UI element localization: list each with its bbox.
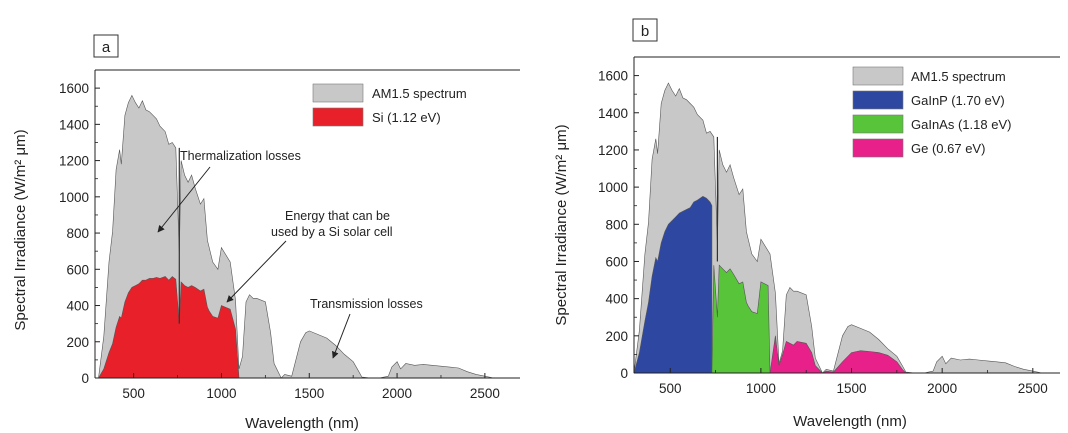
panel-a-label: a	[102, 39, 111, 56]
panel-a-y-tick-label: 200	[66, 335, 89, 350]
panel-b-y-tick-label: 400	[605, 292, 628, 307]
panel-b-legend-label-gainp: GaInP (1.70 eV)	[911, 93, 1005, 108]
panel-b-y-tick-label: 1600	[598, 69, 628, 84]
panel-a-x-tick-label: 1000	[206, 386, 236, 401]
panel-b-legend-label-ge: Ge (0.67 eV)	[911, 141, 985, 156]
panel-a-y-tick-label: 1600	[59, 81, 89, 96]
panel-b-series-gainas	[711, 264, 771, 374]
panel-b-x-tick-label: 1500	[837, 381, 867, 396]
panel-a-label-box	[93, 34, 119, 58]
panel-a-legend-swatch-spectrum	[312, 83, 364, 103]
panel-a-x-tick-label: 500	[122, 386, 145, 401]
panel-a-y-tick-label: 800	[66, 226, 89, 241]
panel-a-y-tick-label: 400	[66, 299, 89, 314]
panel-b-legend-label-gainas: GaInAs (1.18 eV)	[911, 117, 1011, 132]
panel-b-series-gainp	[633, 196, 713, 374]
panel-a-legend: AM1.5 spectrum Si (1.12 eV)	[312, 83, 467, 127]
panel-a-legend-swatch-si	[312, 107, 364, 127]
panel-b: b 0 200 400 600 800 1000 1200 1400 1600 500 1000 15…	[553, 18, 1060, 430]
annotation-energy-line1: Energy that can be	[285, 209, 390, 223]
panel-b-legend-swatch-ge	[852, 138, 904, 158]
panel-a-x-axis-title: Wavelength (nm)	[245, 415, 359, 432]
panel-b-plot-area	[633, 82, 1042, 374]
panel-a-axes: 0 200 400 600 800 1000 1200 1400 1600 500 1000 1500…	[59, 69, 520, 401]
panel-a-y-tick-label: 1400	[59, 117, 89, 132]
panel-b-x-tick-label: 2500	[1018, 381, 1048, 396]
panel-b-axes: 0 200 400 600 800 1000 1200 1400 1600 500 1000 1500…	[598, 56, 1060, 396]
annotation-thermalization: Thermalization losses	[180, 149, 301, 163]
panel-b-label: b	[641, 23, 649, 40]
panel-b-x-tick-label: 1000	[746, 381, 776, 396]
annotation-transmission: Transmission losses	[310, 297, 423, 311]
annotation-transmission-arrow	[332, 313, 351, 359]
panel-b-x-tick-label: 500	[659, 381, 682, 396]
panel-b-y-tick-label: 1400	[598, 106, 628, 121]
panel-b-y-tick-label: 800	[605, 217, 628, 232]
panel-b-y-tick-label: 1200	[598, 143, 628, 158]
panel-a-series-si	[97, 276, 240, 379]
annotation-energy-arrow	[226, 240, 287, 303]
panel-a-plot-area	[97, 94, 494, 379]
panel-b-legend-swatch-gainp	[852, 90, 904, 110]
annotation-thermalization-arrow	[157, 166, 211, 233]
panel-b-y-tick-label: 0	[620, 366, 628, 381]
panel-a-x-tick-label: 2000	[382, 386, 412, 401]
panel-b-x-axis-title: Wavelength (nm)	[793, 413, 907, 430]
panel-b-y-tick-label: 600	[605, 254, 628, 269]
panel-b-y-axis-title: Spectral Irradiance (W/m² μm)	[553, 124, 570, 325]
panel-b-label-box	[632, 18, 658, 42]
panel-b-x-tick-label: 2000	[927, 381, 957, 396]
panel-a-y-tick-label: 0	[81, 371, 89, 386]
panel-a-legend-label-si: Si (1.12 eV)	[372, 110, 441, 125]
panel-a-x-tick-label: 2500	[470, 386, 500, 401]
panel-a-y-tick-label: 1200	[59, 154, 89, 169]
panel-a-legend-label-spectrum: AM1.5 spectrum	[372, 86, 467, 101]
panel-b-y-tick-label: 1000	[598, 180, 628, 195]
panel-b-y-tick-label: 200	[605, 329, 628, 344]
panel-a-y-axis-title: Spectral Irradiance (W/m² μm)	[12, 129, 29, 330]
panel-a-x-tick-label: 1500	[294, 386, 324, 401]
panel-b-legend-label-spectrum: AM1.5 spectrum	[911, 69, 1006, 84]
panel-a: a 0 200 400 600 800 1000 1200 1400 1600 500 1000 15…	[12, 34, 520, 432]
annotation-energy-line2: used by a Si solar cell	[271, 225, 393, 239]
panel-b-legend-swatch-gainas	[852, 114, 904, 134]
panel-a-y-tick-label: 1000	[59, 190, 89, 205]
panel-b-series-ge	[769, 335, 907, 374]
panel-a-y-tick-label: 600	[66, 262, 89, 277]
panel-b-legend: AM1.5 spectrum GaInP (1.70 eV) GaInAs (1…	[852, 66, 1011, 158]
panel-a-annotations: Thermalization losses Energy that can be…	[157, 149, 423, 359]
panel-b-legend-swatch-spectrum	[852, 66, 904, 86]
